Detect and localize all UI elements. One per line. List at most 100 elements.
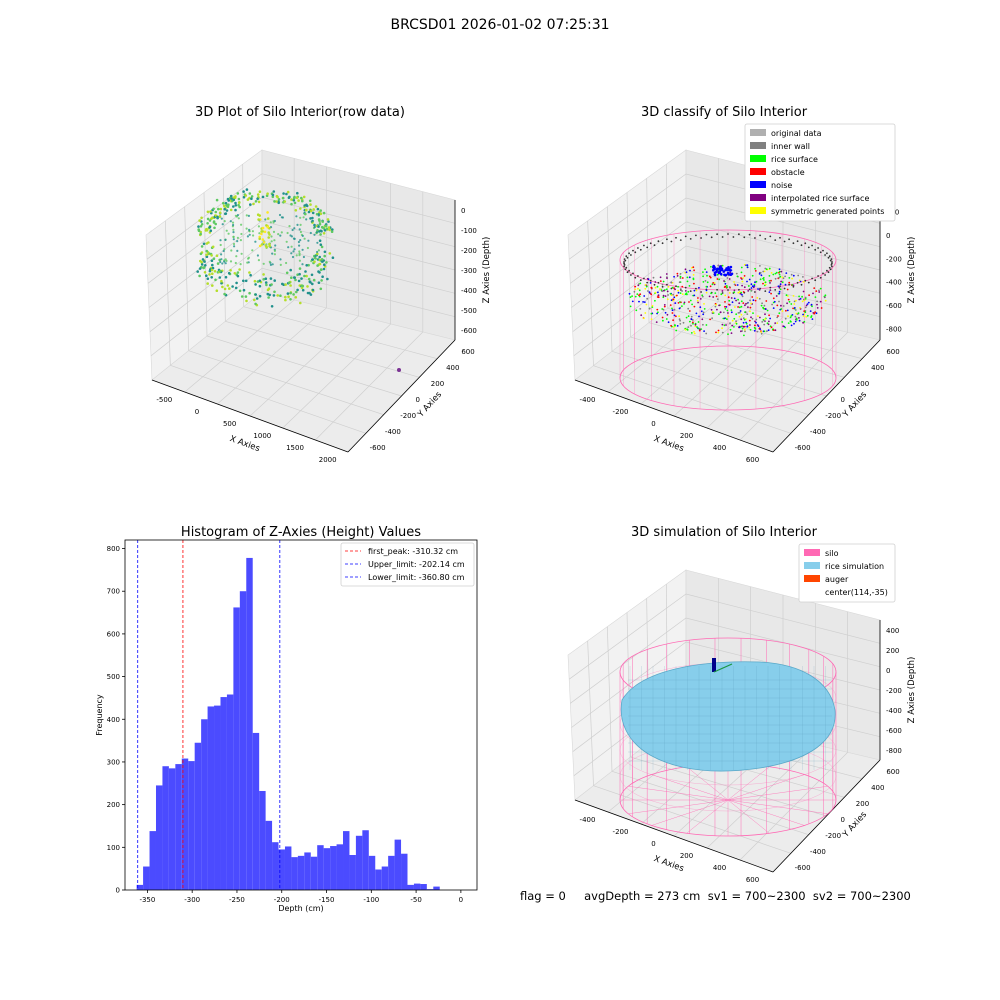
histogram-bar — [168, 768, 176, 890]
classified-point — [789, 320, 792, 323]
data-point — [258, 235, 262, 239]
data-point — [294, 278, 297, 282]
data-point — [293, 201, 297, 205]
noise-point — [724, 268, 727, 272]
data-point — [271, 195, 275, 199]
classified-point — [766, 330, 768, 332]
classified-point — [753, 285, 756, 287]
inner-wall-point — [830, 264, 833, 266]
data-point — [273, 253, 276, 256]
classified-point — [661, 316, 664, 319]
inner-wall-point — [774, 289, 777, 291]
classified-point — [798, 317, 800, 319]
data-point — [287, 196, 291, 200]
histogram-bar — [330, 846, 337, 890]
data-point — [314, 205, 318, 208]
data-point — [256, 193, 260, 196]
inner-wall-point — [630, 254, 632, 256]
classified-point — [699, 328, 701, 331]
classified-point — [784, 275, 786, 278]
classified-point — [762, 277, 765, 279]
classified-point — [694, 325, 697, 328]
classified-point — [741, 327, 744, 330]
noise-point — [729, 273, 733, 276]
inner-wall-point — [623, 264, 626, 266]
classified-point — [724, 307, 727, 310]
classified-point — [772, 307, 775, 309]
data-point — [222, 204, 226, 208]
classified-point — [691, 303, 693, 306]
classified-point — [756, 330, 759, 333]
classified-point — [673, 308, 676, 311]
classified-point — [727, 315, 730, 318]
classified-point — [656, 308, 659, 311]
data-point — [312, 278, 316, 282]
data-point — [254, 240, 257, 243]
data-point — [287, 295, 290, 299]
classified-point — [746, 325, 749, 327]
data-point — [292, 199, 296, 202]
classified-point — [774, 277, 777, 280]
classified-point — [735, 313, 738, 316]
classified-point — [769, 289, 772, 291]
classified-point — [779, 288, 782, 291]
classified-point — [654, 286, 657, 289]
classified-point — [721, 331, 724, 334]
classified-point — [657, 296, 660, 299]
classified-point — [742, 325, 745, 328]
classified-point — [635, 309, 638, 312]
inner-wall-point — [743, 236, 746, 239]
classified-point — [728, 303, 730, 306]
classified-point — [813, 312, 816, 315]
inner-wall-point — [807, 246, 810, 249]
classified-point — [705, 271, 708, 273]
x-tick-label: 1000 — [253, 432, 271, 440]
classified-point — [738, 311, 741, 314]
classified-point — [790, 314, 793, 317]
x-tick-label: 400 — [713, 444, 726, 452]
inner-wall-point — [827, 256, 830, 259]
data-point — [318, 239, 322, 242]
data-point — [236, 236, 239, 239]
data-point — [310, 273, 314, 277]
classified-point — [740, 266, 743, 269]
data-point — [224, 262, 227, 265]
data-point — [279, 234, 282, 237]
data-point — [208, 226, 211, 229]
classified-point — [669, 292, 672, 295]
data-point — [286, 292, 290, 295]
histogram-bar — [181, 758, 189, 890]
data-point — [290, 202, 293, 206]
inner-wall-point — [623, 262, 625, 265]
data-point — [272, 294, 276, 297]
classified-point — [634, 295, 637, 298]
classified-point — [779, 275, 782, 278]
data-point — [290, 276, 293, 280]
classified-point — [757, 325, 760, 327]
classified-point — [770, 292, 772, 295]
inner-wall-point — [754, 291, 756, 293]
classified-point — [755, 321, 757, 324]
inner-wall-point — [624, 268, 627, 271]
data-point — [256, 197, 259, 200]
classified-point — [767, 323, 770, 326]
histogram-bar — [343, 831, 350, 890]
data-point — [205, 274, 208, 278]
panel-histogram: Histogram of Z-Axies (Height) Values -350… — [95, 525, 478, 913]
inner-wall-point — [764, 238, 767, 240]
data-point — [299, 239, 302, 242]
data-point — [322, 232, 326, 235]
classified-point — [640, 314, 643, 317]
classified-point — [763, 270, 766, 273]
classified-point — [745, 322, 748, 325]
silo-floor-wire — [727, 766, 770, 801]
y-tick-label: 100 — [107, 844, 120, 852]
classified-point — [756, 297, 759, 299]
classified-point — [698, 315, 700, 318]
classified-point — [818, 291, 821, 293]
classified-point — [695, 312, 698, 315]
histogram-legend-entry: Upper_limit: -202.14 cm — [368, 560, 465, 569]
data-point — [258, 190, 262, 193]
data-point — [305, 264, 309, 267]
data-point — [293, 237, 296, 240]
